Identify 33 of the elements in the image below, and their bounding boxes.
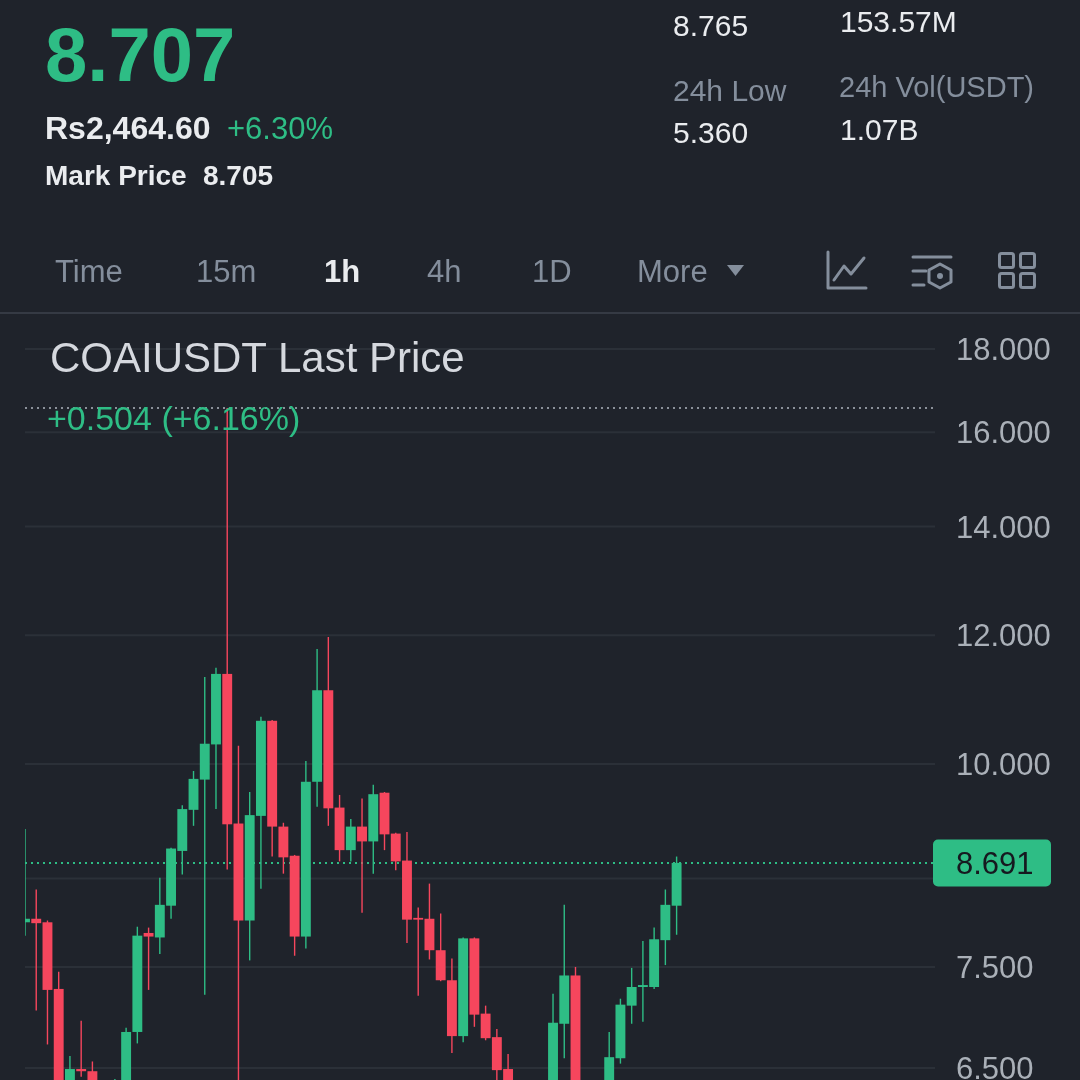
text: 24h Low — [673, 74, 787, 107]
candlestick — [65, 1055, 75, 1080]
text: 24h Vol(USDT) — [839, 71, 1035, 103]
y-tick-label: 6.500 — [956, 1051, 1034, 1080]
y-tick-label: 10.000 — [956, 747, 1051, 783]
text: 5.360 — [673, 116, 749, 149]
text: Mark Price — [45, 160, 187, 191]
y-tick-label: 7.500 — [956, 950, 1034, 986]
y-tick-label: 12.000 — [956, 618, 1051, 654]
text: +6.30% — [227, 111, 334, 146]
text: 4h — [427, 254, 462, 289]
y-tick-label: 16.000 — [956, 415, 1051, 451]
text: 1D — [532, 254, 572, 289]
candlestick — [87, 1060, 98, 1080]
text: More — [637, 254, 708, 289]
text: COAIUSDT Last Price — [50, 334, 465, 381]
text: Time — [55, 254, 123, 289]
y-tick-label: 18.000 — [956, 332, 1051, 368]
candlestick — [76, 1020, 87, 1078]
text: 1.07B — [840, 113, 919, 146]
candlestick — [357, 797, 367, 914]
candlestick — [31, 888, 42, 1012]
candlestick — [626, 967, 637, 1025]
ref-line-label: 8.691 — [956, 846, 1034, 882]
text: 8.705 — [203, 160, 274, 191]
y-tick-label: 14.000 — [956, 509, 1051, 545]
text: 153.57M — [840, 5, 957, 38]
text: 8.707 — [45, 12, 236, 97]
text: 8.765 — [673, 9, 749, 42]
text: 15m — [196, 254, 257, 289]
text: Rs2,464.60 — [45, 110, 211, 146]
candlestick — [143, 926, 154, 991]
text: 1h — [324, 254, 361, 289]
